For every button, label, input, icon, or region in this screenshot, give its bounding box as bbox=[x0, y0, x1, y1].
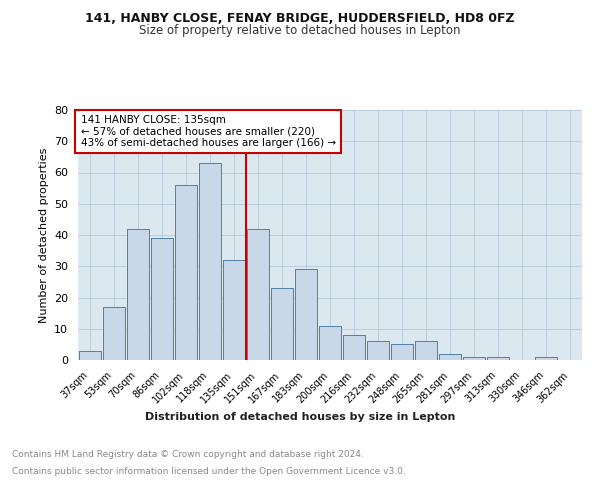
Bar bbox=[79, 350, 101, 360]
Bar bbox=[391, 344, 413, 360]
Bar bbox=[223, 260, 245, 360]
Bar bbox=[343, 335, 365, 360]
Bar bbox=[151, 238, 173, 360]
Bar bbox=[295, 270, 317, 360]
Bar bbox=[367, 341, 389, 360]
Bar bbox=[247, 229, 269, 360]
Bar bbox=[487, 357, 509, 360]
Bar bbox=[415, 341, 437, 360]
Bar bbox=[439, 354, 461, 360]
Text: 141 HANBY CLOSE: 135sqm
← 57% of detached houses are smaller (220)
43% of semi-d: 141 HANBY CLOSE: 135sqm ← 57% of detache… bbox=[80, 115, 335, 148]
Text: Size of property relative to detached houses in Lepton: Size of property relative to detached ho… bbox=[139, 24, 461, 37]
Bar bbox=[175, 185, 197, 360]
Text: Contains HM Land Registry data © Crown copyright and database right 2024.: Contains HM Land Registry data © Crown c… bbox=[12, 450, 364, 459]
Bar bbox=[535, 357, 557, 360]
Bar bbox=[271, 288, 293, 360]
Text: 141, HANBY CLOSE, FENAY BRIDGE, HUDDERSFIELD, HD8 0FZ: 141, HANBY CLOSE, FENAY BRIDGE, HUDDERSF… bbox=[85, 12, 515, 26]
Bar bbox=[127, 229, 149, 360]
Y-axis label: Number of detached properties: Number of detached properties bbox=[38, 148, 49, 322]
Bar bbox=[199, 163, 221, 360]
Bar bbox=[103, 307, 125, 360]
Bar bbox=[319, 326, 341, 360]
Bar bbox=[463, 357, 485, 360]
Text: Contains public sector information licensed under the Open Government Licence v3: Contains public sector information licen… bbox=[12, 468, 406, 476]
Text: Distribution of detached houses by size in Lepton: Distribution of detached houses by size … bbox=[145, 412, 455, 422]
